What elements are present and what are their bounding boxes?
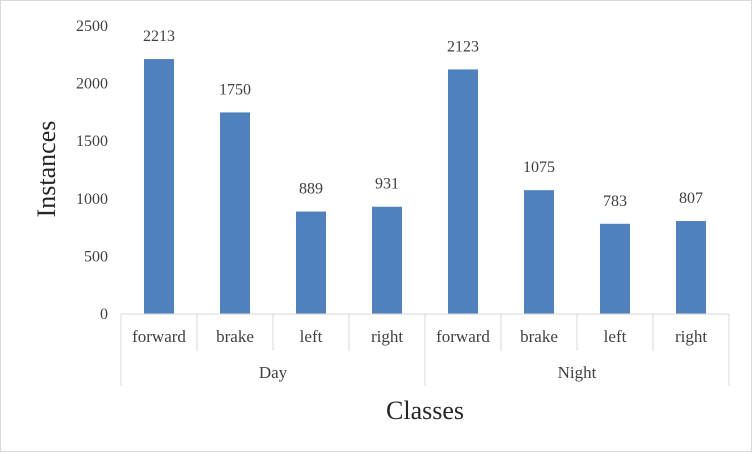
bar xyxy=(372,206,402,314)
bar xyxy=(676,221,706,314)
data-label: 2213 xyxy=(143,28,175,45)
bar xyxy=(524,190,554,314)
y-tick-label: 0 xyxy=(100,306,108,323)
x-axis-title: Classes xyxy=(386,396,464,425)
data-label: 1075 xyxy=(523,159,555,176)
group-label: Day xyxy=(259,363,288,382)
bar xyxy=(144,59,174,314)
data-labels: 2213 1750 889 931 2123 1075 783 807 xyxy=(143,28,703,210)
category-label: left xyxy=(604,327,627,346)
category-label: forward xyxy=(132,327,186,346)
group-label: Night xyxy=(558,363,597,382)
x-axis: forward brake left right forward brake left rig… xyxy=(120,313,730,386)
data-label: 2123 xyxy=(447,38,479,55)
data-label: 807 xyxy=(679,190,703,207)
bars xyxy=(144,59,706,315)
data-label: 889 xyxy=(299,181,323,198)
y-tick-label: 1500 xyxy=(76,133,108,150)
category-label: brake xyxy=(520,327,558,346)
category-label: brake xyxy=(216,327,254,346)
bar xyxy=(448,69,478,315)
data-label: 1750 xyxy=(219,81,251,98)
y-tick-label: 2500 xyxy=(76,18,108,35)
category-label: right xyxy=(371,327,403,346)
category-label: right xyxy=(675,327,707,346)
bar xyxy=(296,211,326,314)
data-label: 931 xyxy=(375,176,399,193)
bar xyxy=(220,112,250,315)
y-axis-ticks: 0 500 1000 1500 2000 2500 xyxy=(76,18,108,323)
y-tick-label: 1000 xyxy=(76,191,108,208)
y-tick-label: 2000 xyxy=(76,76,108,93)
category-label: forward xyxy=(436,327,490,346)
y-tick-label: 500 xyxy=(84,248,108,265)
bar xyxy=(600,223,630,314)
y-axis-title: Instances xyxy=(32,121,61,218)
data-label: 783 xyxy=(603,193,627,210)
category-label: left xyxy=(300,327,323,346)
